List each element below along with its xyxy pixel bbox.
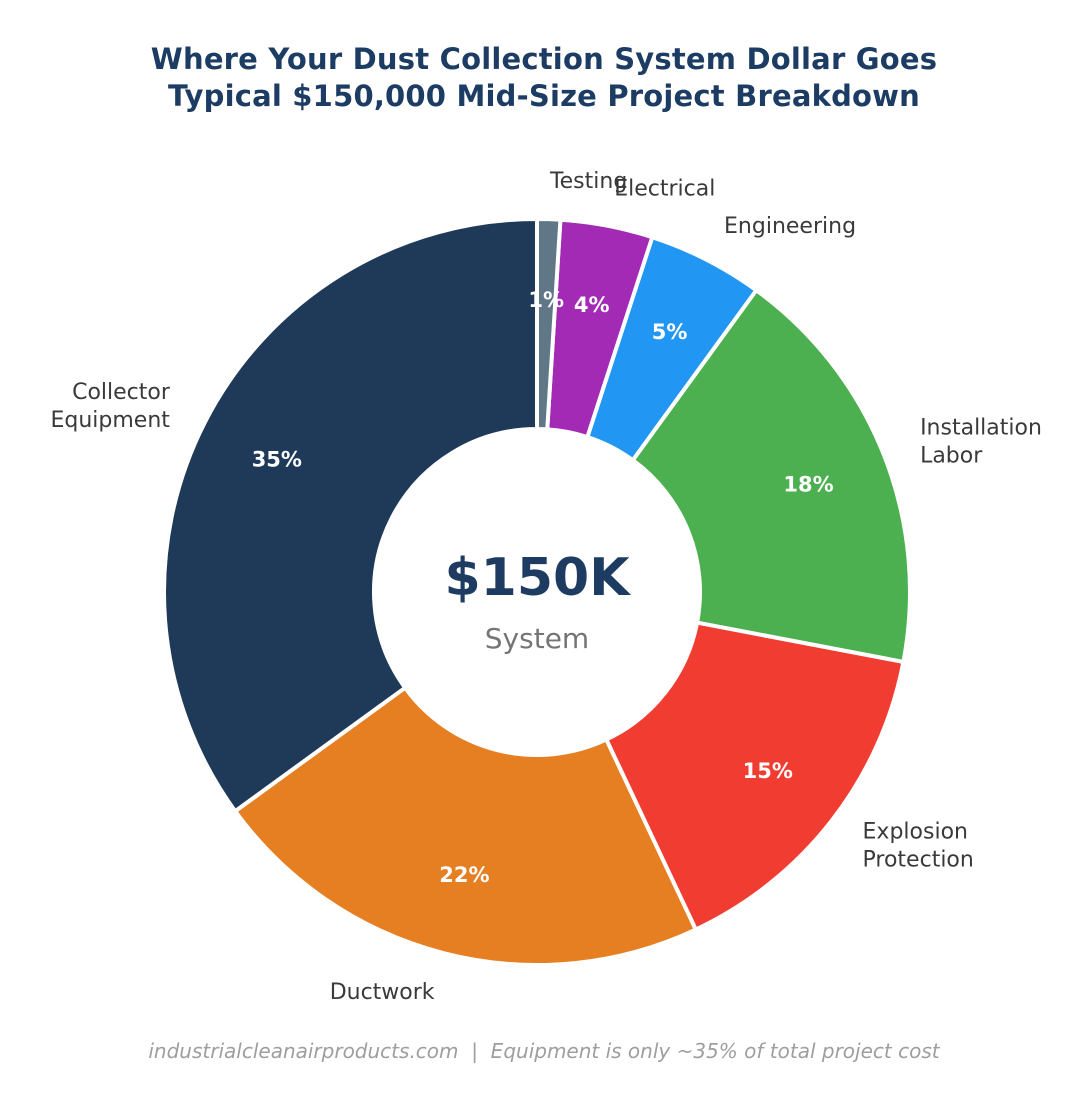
slice-category-label-installation-labor: Installation xyxy=(920,415,1042,440)
slice-category-label-collector-equipment: Collector xyxy=(72,380,171,405)
pie-slice-testing xyxy=(535,217,563,432)
slice-category-label-collector-equipment: Equipment xyxy=(50,408,170,433)
slice-value-label-engineering: 5% xyxy=(652,320,688,344)
chart-footer-caption: industrialcleanairproducts.com | Equipme… xyxy=(148,1039,940,1063)
slice-category-label-ductwork: Ductwork xyxy=(330,980,435,1005)
pie-slice-ductwork xyxy=(233,685,698,967)
slice-category-label-testing: Testing xyxy=(549,169,627,194)
center-value: $150K xyxy=(444,548,631,608)
pie-slice-installation-labor xyxy=(630,288,912,664)
chart-title-line2: Typical $150,000 Mid-Size Project Breakd… xyxy=(167,79,921,113)
slice-value-label-testing: 1% xyxy=(528,288,564,312)
slice-category-label-electrical: Electrical xyxy=(614,176,715,201)
chart-title: Where Your Dust Collection System Dollar… xyxy=(0,41,1088,115)
center-sublabel: System xyxy=(485,622,589,655)
pie-slice-explosion-protection xyxy=(604,620,906,932)
slice-value-label-collector-equipment: 35% xyxy=(252,447,302,471)
slice-value-label-explosion-protection: 15% xyxy=(743,759,793,783)
slice-value-label-electrical: 4% xyxy=(574,293,610,317)
pie-slice-collector-equipment xyxy=(162,217,539,814)
slice-category-label-explosion-protection: Protection xyxy=(863,848,974,873)
chart-title-line1: Where Your Dust Collection System Dollar… xyxy=(150,42,938,76)
slice-category-label-installation-labor: Labor xyxy=(920,443,983,468)
slice-category-label-explosion-protection: Explosion xyxy=(863,820,968,845)
slice-value-label-installation-labor: 18% xyxy=(783,473,833,497)
slice-value-label-ductwork: 22% xyxy=(439,863,489,887)
slice-category-label-engineering: Engineering xyxy=(724,214,856,239)
